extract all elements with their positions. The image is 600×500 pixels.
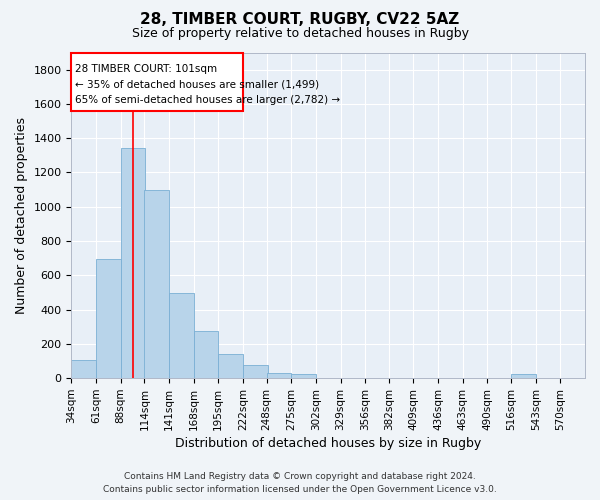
Bar <box>291 374 316 378</box>
X-axis label: Distribution of detached houses by size in Rugby: Distribution of detached houses by size … <box>175 437 481 450</box>
Bar <box>71 360 96 378</box>
Text: 28 TIMBER COURT: 101sqm: 28 TIMBER COURT: 101sqm <box>75 64 217 74</box>
Bar <box>218 354 243 378</box>
Text: Contains HM Land Registry data © Crown copyright and database right 2024.
Contai: Contains HM Land Registry data © Crown c… <box>103 472 497 494</box>
Bar <box>145 190 169 378</box>
Bar <box>511 374 536 378</box>
Bar <box>194 331 218 378</box>
Y-axis label: Number of detached properties: Number of detached properties <box>15 117 28 314</box>
Bar <box>169 294 194 378</box>
Bar <box>243 366 268 378</box>
Text: 28, TIMBER COURT, RUGBY, CV22 5AZ: 28, TIMBER COURT, RUGBY, CV22 5AZ <box>140 12 460 28</box>
Text: Size of property relative to detached houses in Rugby: Size of property relative to detached ho… <box>131 28 469 40</box>
Bar <box>266 373 291 378</box>
Bar <box>121 148 145 378</box>
Bar <box>71 52 243 111</box>
Bar <box>96 259 121 378</box>
Text: 65% of semi-detached houses are larger (2,782) →: 65% of semi-detached houses are larger (… <box>75 96 340 106</box>
Text: ← 35% of detached houses are smaller (1,499): ← 35% of detached houses are smaller (1,… <box>75 80 319 90</box>
